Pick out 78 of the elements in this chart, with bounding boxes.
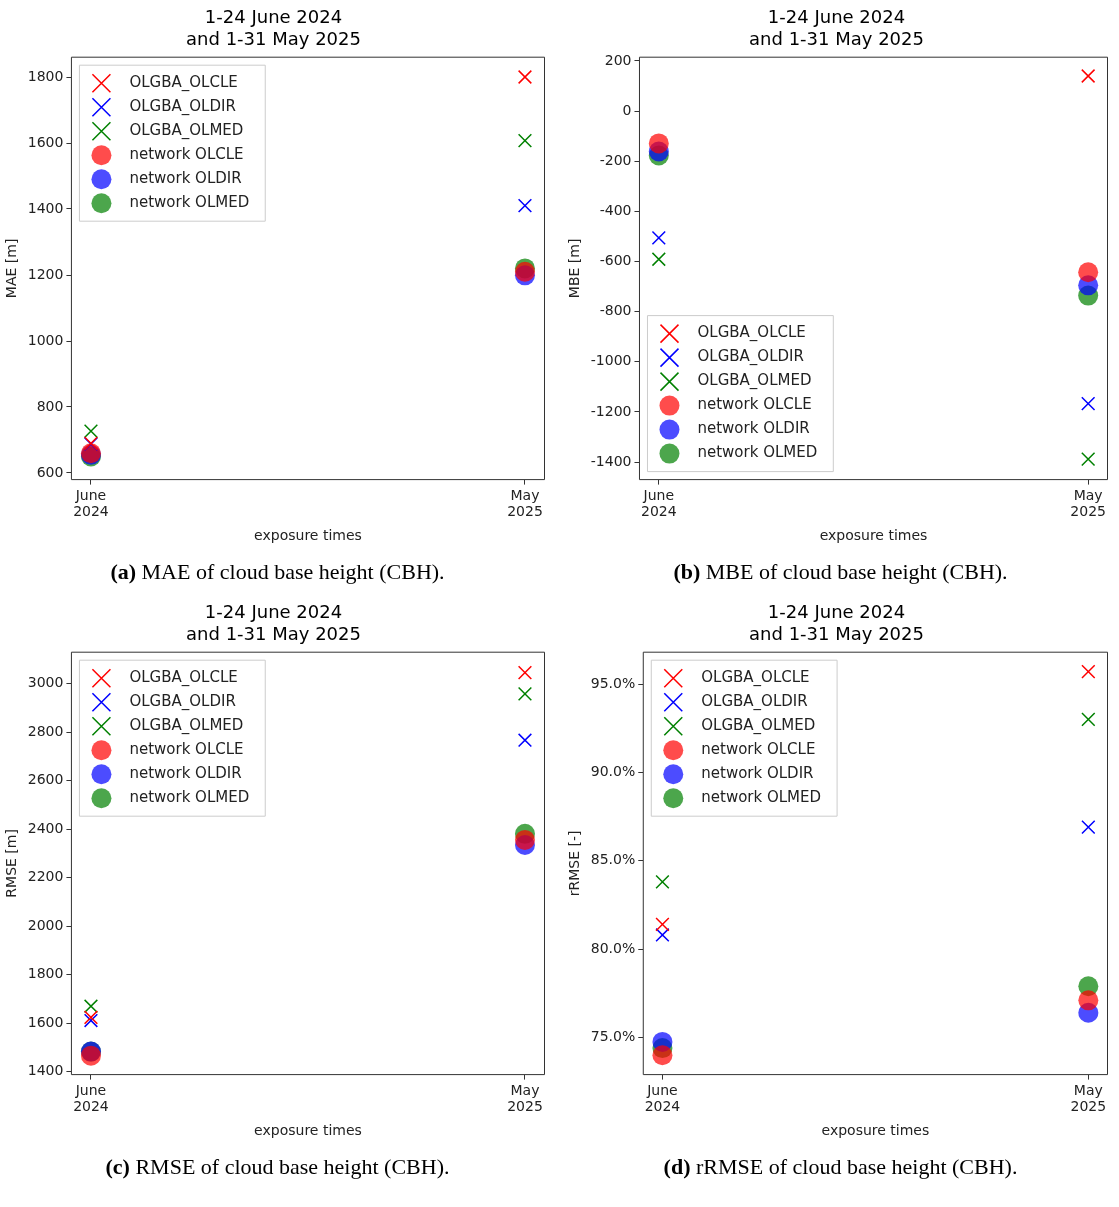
y-tick-label: 1000	[27, 331, 64, 348]
legend-label: network OLMED	[129, 788, 250, 807]
legend-label: OLGBA_OLDIR	[701, 692, 808, 712]
y-tick-label: 2400	[27, 819, 64, 836]
x-axis-title: exposure times	[254, 1122, 362, 1139]
chart-title: 1-24 June 2024 and 1-31 May 2025	[186, 601, 361, 645]
y-tick-label: 1400	[27, 199, 64, 216]
y-tick-label: 2200	[27, 868, 64, 885]
legend-label: network OLCLE	[129, 145, 244, 164]
legend-label: OLGBA_OLDIR	[129, 97, 236, 117]
text: (b) MBE of cloud base height (CBH).	[673, 559, 1008, 585]
y-tick-label: -1400	[590, 452, 632, 469]
chart-title: 1-24 June 2024 and 1-31 May 2025	[186, 6, 361, 50]
y-tick-label: 80.0%	[590, 939, 636, 956]
y-tick-label: -1200	[590, 402, 632, 419]
y-tick-label: 1600	[27, 1013, 64, 1030]
y-tick-label: 90.0%	[590, 763, 636, 780]
legend-label: network OLMED	[697, 443, 818, 462]
legend-label: OLGBA_OLDIR	[129, 692, 236, 712]
x-tick-label: May 2025	[1070, 486, 1106, 520]
legend-label: network OLDIR	[129, 764, 242, 783]
y-tick-label: 75.0%	[590, 1028, 636, 1045]
x-tick-label: May 2025	[1070, 1081, 1107, 1115]
legend-label: OLGBA_OLMED	[129, 121, 244, 141]
x-tick-label: June 2024	[73, 486, 109, 520]
legend-label: OLGBA_OLMED	[701, 716, 816, 736]
y-tick-label: 1200	[27, 265, 64, 282]
y-tick-label: 600	[36, 463, 64, 480]
legend-label: OLGBA_OLCLE	[129, 668, 238, 688]
y-tick-label: 95.0%	[590, 674, 636, 691]
x-tick-label: June 2024	[640, 486, 677, 520]
y-axis-title: MBE [m]	[566, 238, 583, 299]
y-tick-label: -400	[599, 202, 632, 219]
x-axis-title: exposure times	[819, 527, 928, 544]
x-tick-label: May 2025	[507, 1081, 543, 1115]
legend-label: OLGBA_OLCLE	[129, 73, 238, 93]
legend-label: network OLDIR	[129, 169, 242, 188]
legend-label: OLGBA_OLMED	[129, 716, 244, 736]
y-tick-label: -200	[599, 151, 632, 168]
legend-label: OLGBA_OLMED	[697, 371, 812, 391]
legend-label: OLGBA_OLDIR	[697, 347, 804, 367]
legend-label: OLGBA_OLCLE	[701, 668, 810, 688]
y-tick-label: 2000	[27, 916, 64, 933]
y-tick-label: 85.0%	[590, 851, 636, 868]
chart-title: 1-24 June 2024 and 1-31 May 2025	[749, 6, 924, 50]
x-tick-label: June 2024	[644, 1081, 681, 1115]
text: (a) MAE of cloud base height (CBH).	[110, 559, 445, 585]
y-tick-label: 3000	[27, 674, 64, 691]
y-tick-label: 800	[36, 397, 64, 414]
chart-title: 1-24 June 2024 and 1-31 May 2025	[749, 601, 924, 645]
y-tick-label: -800	[599, 302, 632, 319]
y-tick-label: 1600	[27, 133, 64, 150]
x-axis-title: exposure times	[821, 1122, 930, 1139]
y-tick-label: 0	[622, 101, 632, 118]
legend-label: network OLCLE	[129, 740, 244, 759]
y-tick-label: 1400	[27, 1062, 64, 1079]
text: (c) RMSE of cloud base height (CBH).	[105, 1154, 450, 1180]
legend-label: network OLMED	[701, 788, 822, 807]
y-tick-label: -1000	[590, 352, 632, 369]
legend-label: network OLMED	[129, 193, 250, 212]
y-axis-title: RMSE [m]	[3, 829, 20, 898]
legend-label: network OLDIR	[701, 764, 814, 783]
y-tick-label: 2600	[27, 771, 64, 788]
x-tick-label: May 2025	[507, 486, 543, 520]
x-tick-label: June 2024	[73, 1081, 109, 1115]
legend-label: network OLCLE	[701, 740, 816, 759]
y-tick-label: 1800	[27, 965, 64, 982]
legend-label: OLGBA_OLCLE	[697, 323, 806, 343]
y-axis-title: MAE [m]	[3, 238, 20, 299]
y-tick-label: -600	[599, 252, 632, 269]
legend-label: network OLDIR	[697, 419, 810, 438]
x-axis-title: exposure times	[254, 527, 362, 544]
y-tick-label: 1800	[27, 67, 64, 84]
text: (d) rRMSE of cloud base height (CBH).	[663, 1154, 1018, 1180]
y-axis-title: rRMSE [-]	[566, 830, 583, 897]
legend-label: network OLCLE	[697, 395, 812, 414]
y-tick-label: 2800	[27, 722, 64, 739]
y-tick-label: 200	[604, 51, 632, 68]
